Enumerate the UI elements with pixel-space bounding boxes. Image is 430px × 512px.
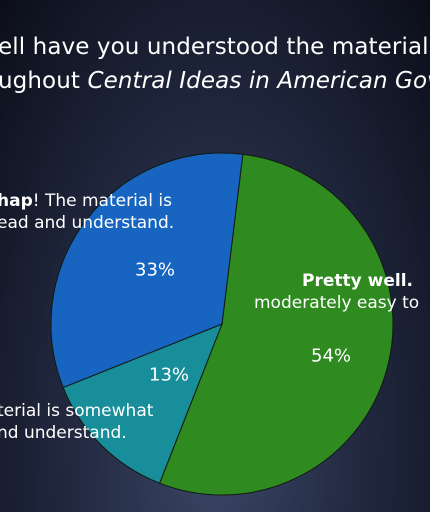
label-bottom-slice: terial is somewhat nd understand.	[0, 401, 154, 443]
chart-title-line-1: ell have you understood the material p	[0, 34, 430, 60]
pie-slice-13	[62, 323, 223, 484]
pie-slice-33	[50, 152, 244, 389]
course-title: Central Ideas in American Govern	[87, 68, 430, 94]
chart-title-line-2: ughout Central Ideas in American Govern	[0, 68, 430, 94]
pct-label-54: 54%	[310, 345, 352, 367]
pct-label-33: 33%	[134, 259, 176, 281]
pct-label-13: 13%	[148, 364, 190, 386]
pie-slice-54	[158, 153, 394, 496]
label-right-slice: Pretty well. moderately easy to	[254, 271, 420, 313]
label-top-slice: hap! The material is ead and understand.	[0, 191, 175, 233]
